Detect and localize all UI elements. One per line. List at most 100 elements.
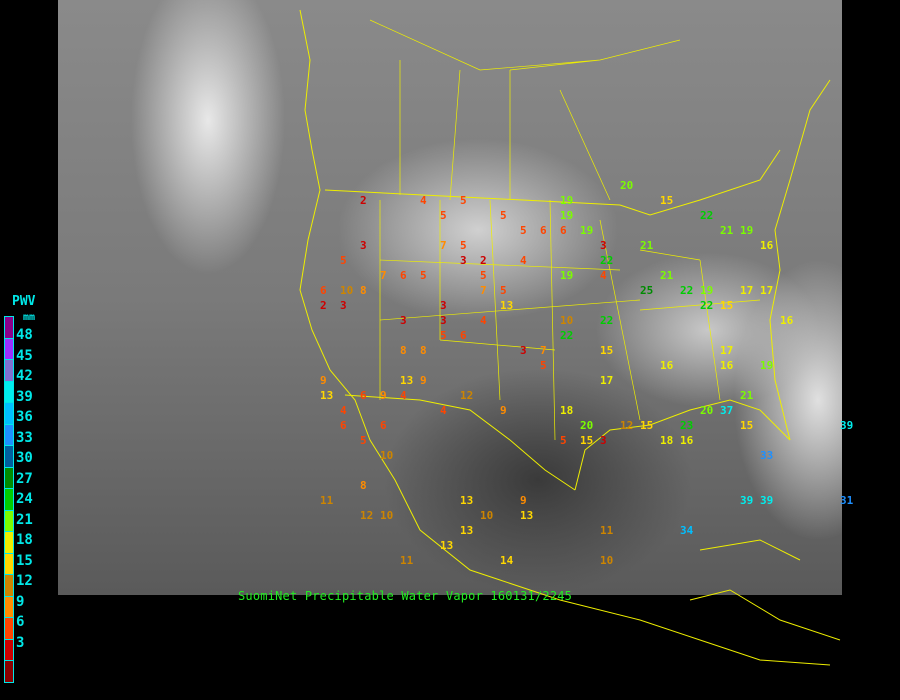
- legend-swatch: [4, 488, 14, 510]
- station-value: 13: [440, 539, 454, 552]
- station-value: 22: [700, 299, 714, 312]
- east-coast: [769, 79, 831, 441]
- legend-label: 33: [16, 429, 33, 446]
- us-mexico-border: [344, 394, 576, 491]
- station-value: 12: [360, 509, 374, 522]
- legend-swatch: [4, 445, 14, 467]
- station-value: 5: [460, 239, 467, 252]
- legend-swatch: [4, 552, 14, 574]
- station-value: 6: [380, 419, 387, 432]
- station-value: 4: [440, 404, 447, 417]
- station-value: 8: [420, 344, 427, 357]
- station-value: 15: [720, 299, 734, 312]
- legend-swatch: [4, 617, 14, 639]
- station-value: 21: [640, 239, 654, 252]
- station-value: 17: [720, 344, 734, 357]
- station-value: 19: [740, 224, 754, 237]
- satellite-image: [58, 0, 842, 595]
- station-value: 3: [600, 434, 607, 447]
- pwv-color-legend: [4, 316, 14, 683]
- station-value: 15: [640, 419, 654, 432]
- station-value: 19: [560, 209, 574, 222]
- station-value: 3: [440, 299, 447, 312]
- station-value: 22: [680, 284, 694, 297]
- station-value: 5: [340, 254, 347, 267]
- station-value: 13: [460, 524, 474, 537]
- station-value: 8: [360, 284, 367, 297]
- legend-swatch: [4, 316, 14, 338]
- station-value: 4: [340, 404, 347, 417]
- station-value: 37: [720, 404, 734, 417]
- station-value: 3: [400, 314, 407, 327]
- station-value: 15: [600, 344, 614, 357]
- station-value: 5: [420, 269, 427, 282]
- station-value: 19: [700, 284, 714, 297]
- station-value: 7: [380, 269, 387, 282]
- station-value: 9: [320, 374, 327, 387]
- legend-swatch: [4, 402, 14, 424]
- station-value: 6: [400, 269, 407, 282]
- legend-title: PWV: [12, 294, 36, 309]
- legend-label: 42: [16, 368, 33, 384]
- station-value: 16: [720, 359, 734, 372]
- station-value: 13: [320, 389, 334, 402]
- station-value: 6: [560, 224, 567, 237]
- station-value: 6: [320, 284, 327, 297]
- station-value: 16: [660, 359, 674, 372]
- legend-label: 18: [16, 532, 33, 548]
- station-value: 9: [500, 404, 507, 417]
- station-value: 12: [620, 419, 634, 432]
- station-value: 33: [760, 449, 774, 462]
- station-value: 5: [460, 194, 467, 207]
- station-value: 11: [320, 494, 334, 507]
- legend-swatch: [4, 509, 14, 531]
- station-value: 17: [740, 284, 754, 297]
- legend-label: 45: [16, 347, 33, 364]
- station-value: 10: [600, 554, 614, 567]
- legend-swatch: [4, 531, 14, 553]
- station-value: 8: [360, 479, 367, 492]
- legend-unit: mm: [23, 312, 36, 323]
- gulf-coast: [574, 399, 791, 491]
- legend-label: 27: [16, 470, 33, 487]
- station-value: 17: [760, 284, 774, 297]
- station-value: 19: [580, 224, 594, 237]
- station-value: 6: [340, 419, 347, 432]
- station-value: 3: [340, 299, 347, 312]
- station-value: 21: [720, 224, 734, 237]
- legend-label: 9: [16, 593, 25, 610]
- legend-label: 15: [16, 552, 33, 569]
- station-value: 23: [680, 419, 694, 432]
- station-value: 13: [520, 509, 534, 522]
- legend-label: 24: [16, 491, 33, 507]
- station-value: 21: [660, 269, 674, 282]
- legend-label: 39: [16, 388, 33, 405]
- station-value: 11: [400, 554, 414, 567]
- canada-provinces: [369, 19, 681, 201]
- station-value: 18: [560, 404, 574, 417]
- station-value: 21: [740, 389, 754, 402]
- station-value: 5: [500, 209, 507, 222]
- station-value: 7: [540, 344, 547, 357]
- station-value: 4: [420, 194, 427, 207]
- station-value: 13: [400, 374, 414, 387]
- station-value: 6: [360, 389, 367, 402]
- station-value: 10: [380, 449, 394, 462]
- station-value: 4: [520, 254, 527, 267]
- station-value: 7: [480, 284, 487, 297]
- station-value: 15: [740, 419, 754, 432]
- station-value: 5: [540, 359, 547, 372]
- station-value: 12: [460, 389, 474, 402]
- station-value: 5: [480, 269, 487, 282]
- station-value: 20: [700, 404, 714, 417]
- station-value: 6: [540, 224, 547, 237]
- legend-swatch: [4, 638, 14, 660]
- station-value: 19: [760, 359, 774, 372]
- station-value: 9: [520, 494, 527, 507]
- legend-swatch: [4, 660, 14, 683]
- west-coastline: [299, 9, 831, 666]
- station-value: 5: [360, 434, 367, 447]
- legend-label: 30: [16, 450, 33, 466]
- legend-label: 21: [16, 511, 33, 528]
